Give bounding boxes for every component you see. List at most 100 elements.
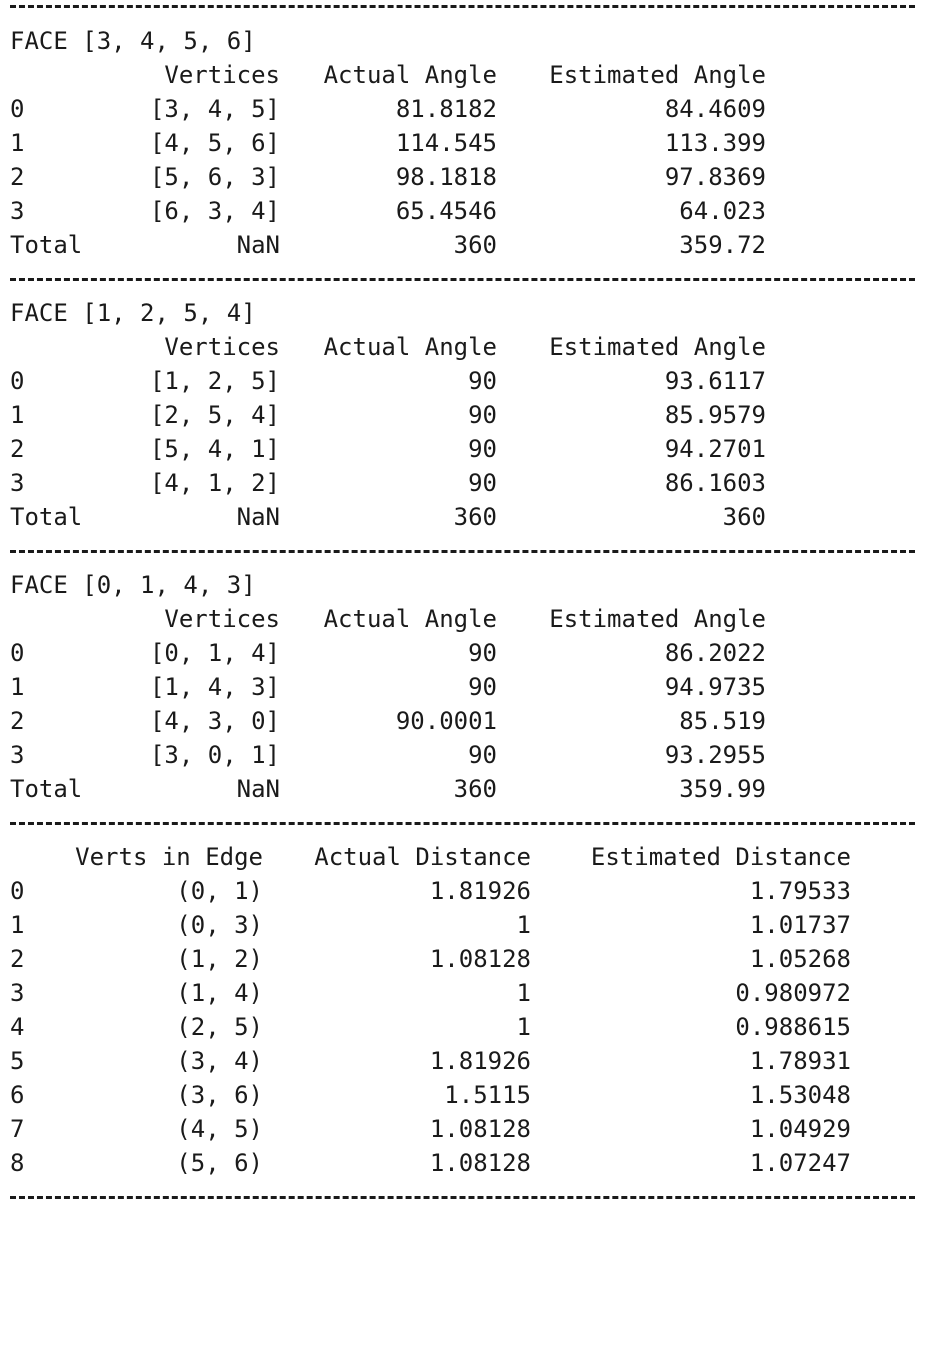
row-vertices: [4, 1, 2] xyxy=(149,469,280,497)
row-actual-angle: 90 xyxy=(468,741,497,769)
table-row: 7 (4, 5) 1.08128 1.04929 xyxy=(10,1112,920,1146)
row-index: 2 xyxy=(10,163,25,191)
row-index: 0 xyxy=(10,639,25,667)
row-actual-angle: 90 xyxy=(468,401,497,429)
row-verts: (5, 6) xyxy=(176,1149,263,1177)
total-row: Total NaN 360 359.72 xyxy=(10,228,920,262)
table-row: 1 [1, 4, 3] 90 94.9735 xyxy=(10,670,920,704)
table-header: Vertices Actual Angle Estimated Angle xyxy=(10,330,920,364)
row-vertices: [5, 4, 1] xyxy=(149,435,280,463)
row-actual-angle: 98.1818 xyxy=(395,163,497,191)
row-actual-angle: 90 xyxy=(468,367,497,395)
total-label: Total xyxy=(10,503,83,531)
row-actual-angle: 65.4546 xyxy=(395,197,497,225)
row-actual-distance: 1.81926 xyxy=(429,877,531,905)
row-index: 1 xyxy=(10,129,25,157)
separator xyxy=(10,550,915,553)
row-vertices: [4, 3, 0] xyxy=(149,707,280,735)
total-row: Total NaN 360 359.99 xyxy=(10,772,920,806)
row-estimated-angle: 86.1603 xyxy=(664,469,766,497)
row-estimated-angle: 97.8369 xyxy=(664,163,766,191)
row-actual-distance: 1.08128 xyxy=(429,945,531,973)
separator xyxy=(10,5,915,8)
row-estimated-angle: 85.9579 xyxy=(664,401,766,429)
row-estimated-angle: 94.2701 xyxy=(664,435,766,463)
row-index: 4 xyxy=(10,1013,25,1041)
row-estimated-distance: 1.01737 xyxy=(749,911,851,939)
header-estimated-angle: Estimated Angle xyxy=(549,333,766,361)
table-row: 4 (2, 5) 1 0.988615 xyxy=(10,1010,920,1044)
face-title: FACE [3, 4, 5, 6] xyxy=(10,27,256,55)
row-estimated-angle: 85.519 xyxy=(679,707,766,735)
row-actual-angle: 90 xyxy=(468,469,497,497)
row-actual-angle: 90.0001 xyxy=(395,707,497,735)
header-actual-angle: Actual Angle xyxy=(323,605,497,633)
total-estimated-angle: 359.99 xyxy=(679,775,766,803)
row-verts: (1, 4) xyxy=(176,979,263,1007)
row-actual-angle: 90 xyxy=(468,435,497,463)
table-row: 1 [4, 5, 6] 114.545 113.399 xyxy=(10,126,920,160)
row-actual-distance: 1.08128 xyxy=(429,1149,531,1177)
header-verts-in-edge: Verts in Edge xyxy=(75,843,263,871)
row-estimated-angle: 86.2022 xyxy=(664,639,766,667)
row-verts: (0, 1) xyxy=(176,877,263,905)
row-actual-distance: 1 xyxy=(516,979,531,1007)
row-index: 2 xyxy=(10,945,25,973)
row-estimated-angle: 64.023 xyxy=(679,197,766,225)
row-index: 1 xyxy=(10,911,25,939)
row-actual-distance: 1.81926 xyxy=(429,1047,531,1075)
row-estimated-distance: 1.05268 xyxy=(749,945,851,973)
row-index: 2 xyxy=(10,707,25,735)
table-header: Verts in Edge Actual Distance Estimated … xyxy=(10,840,920,874)
table-row: 2 (1, 2) 1.08128 1.05268 xyxy=(10,942,920,976)
row-index: 8 xyxy=(10,1149,25,1177)
row-estimated-angle: 84.4609 xyxy=(664,95,766,123)
total-vertices: NaN xyxy=(236,775,280,803)
row-actual-angle: 90 xyxy=(468,639,497,667)
table-row: 3 [6, 3, 4] 65.4546 64.023 xyxy=(10,194,920,228)
row-estimated-angle: 93.6117 xyxy=(664,367,766,395)
row-index: 0 xyxy=(10,95,25,123)
table-row: 8 (5, 6) 1.08128 1.07247 xyxy=(10,1146,920,1180)
row-index: 1 xyxy=(10,401,25,429)
table-row: 0 [0, 1, 4] 90 86.2022 xyxy=(10,636,920,670)
separator xyxy=(10,822,915,825)
row-estimated-angle: 94.9735 xyxy=(664,673,766,701)
table-row: 2 [5, 4, 1] 90 94.2701 xyxy=(10,432,920,466)
total-actual-angle: 360 xyxy=(453,775,497,803)
table-row: 5 (3, 4) 1.81926 1.78931 xyxy=(10,1044,920,1078)
table-row: 1 [2, 5, 4] 90 85.9579 xyxy=(10,398,920,432)
row-actual-distance: 1.08128 xyxy=(429,1115,531,1143)
row-index: 5 xyxy=(10,1047,25,1075)
header-vertices: Vertices xyxy=(164,333,280,361)
row-actual-distance: 1 xyxy=(516,1013,531,1041)
row-actual-distance: 1.5115 xyxy=(444,1081,531,1109)
row-index: 3 xyxy=(10,741,25,769)
face-title: FACE [0, 1, 4, 3] xyxy=(10,571,256,599)
header-actual-distance: Actual Distance xyxy=(314,843,531,871)
row-verts: (1, 2) xyxy=(176,945,263,973)
total-vertices: NaN xyxy=(236,503,280,531)
table-row: 3 (1, 4) 1 0.980972 xyxy=(10,976,920,1010)
row-estimated-angle: 93.2955 xyxy=(664,741,766,769)
row-vertices: [0, 1, 4] xyxy=(149,639,280,667)
total-actual-angle: 360 xyxy=(453,231,497,259)
row-verts: (4, 5) xyxy=(176,1115,263,1143)
row-index: 6 xyxy=(10,1081,25,1109)
total-estimated-angle: 360 xyxy=(722,503,766,531)
total-label: Total xyxy=(10,775,83,803)
table-row: 3 [4, 1, 2] 90 86.1603 xyxy=(10,466,920,500)
row-index: 0 xyxy=(10,367,25,395)
header-vertices: Vertices xyxy=(164,605,280,633)
row-vertices: [4, 5, 6] xyxy=(149,129,280,157)
table-row: 1 (0, 3) 1 1.01737 xyxy=(10,908,920,942)
row-index: 3 xyxy=(10,197,25,225)
table-row: 3 [3, 0, 1] 90 93.2955 xyxy=(10,738,920,772)
row-vertices: [5, 6, 3] xyxy=(149,163,280,191)
table-row: 6 (3, 6) 1.5115 1.53048 xyxy=(10,1078,920,1112)
row-actual-angle: 90 xyxy=(468,673,497,701)
row-verts: (0, 3) xyxy=(176,911,263,939)
table-row: 0 [1, 2, 5] 90 93.6117 xyxy=(10,364,920,398)
row-vertices: [3, 0, 1] xyxy=(149,741,280,769)
row-vertices: [6, 3, 4] xyxy=(149,197,280,225)
